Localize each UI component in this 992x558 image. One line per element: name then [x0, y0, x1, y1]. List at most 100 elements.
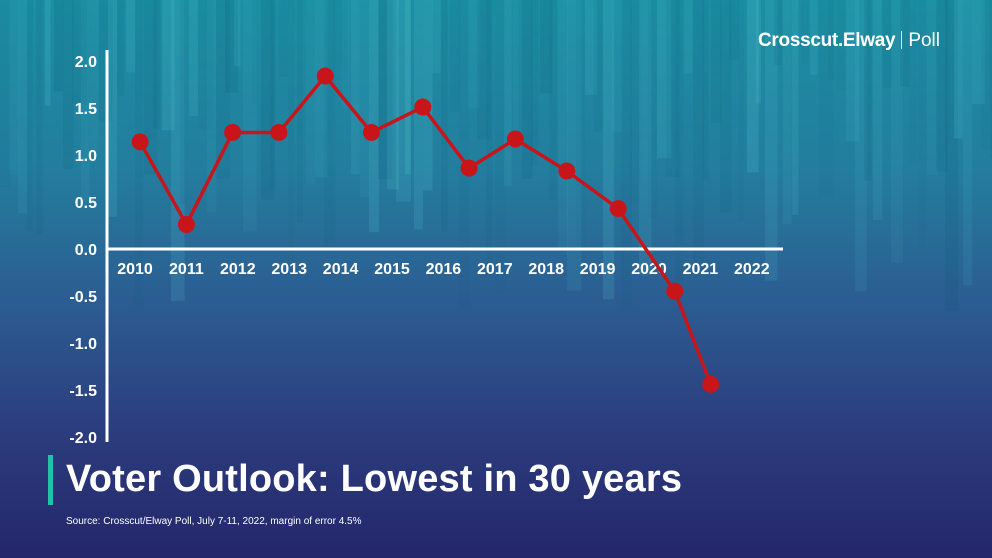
data-point [414, 98, 432, 116]
background-streak [162, 0, 175, 131]
background-streak [405, 0, 411, 175]
background-streak [603, 0, 615, 300]
background-streak [288, 0, 295, 266]
x-tick-label: 2021 [683, 261, 719, 278]
background-streak [612, 0, 623, 132]
brand-suffix: Poll [908, 30, 940, 51]
background-streak [27, 0, 33, 231]
background-streak [450, 0, 461, 113]
background-streak [531, 0, 539, 166]
background-streak [225, 0, 238, 93]
y-tick-label: -1.0 [69, 336, 97, 353]
background-streak [783, 0, 792, 224]
background-streak [927, 0, 938, 176]
brand-divider [901, 31, 903, 49]
background-streak [9, 0, 20, 176]
background-streak [648, 0, 657, 219]
background-streak [918, 0, 927, 249]
background-streak [810, 0, 818, 75]
data-point [666, 282, 684, 300]
data-point [460, 159, 478, 177]
background-streak [387, 0, 400, 190]
background-streak [90, 0, 99, 152]
y-tick-label: 0.0 [75, 242, 97, 259]
background-streak [441, 0, 448, 232]
background-streak [45, 0, 51, 106]
x-tick-label: 2014 [323, 261, 359, 278]
background-streak [828, 0, 835, 82]
data-point [362, 123, 380, 141]
background-streak [963, 0, 973, 286]
y-tick-labels: 2.0 1.5 1.0 0.5 0.0 -0.5 -1.0 -1.5 -2.0 [69, 54, 97, 447]
background-streak [981, 0, 992, 150]
background-streak [72, 0, 87, 105]
title-accent-bar [48, 455, 53, 505]
x-tick-label: 2016 [426, 261, 462, 278]
chart-title: Voter Outlook: Lowest in 30 years [66, 458, 683, 500]
background-streak [234, 0, 241, 67]
background-streak [513, 0, 519, 146]
background-streak [774, 0, 783, 66]
brand-name: Crosscut.Elway [758, 30, 896, 51]
background-streak [693, 0, 705, 272]
x-tick-label: 2013 [271, 261, 307, 278]
x-tick-label: 2015 [374, 261, 410, 278]
background-streak [504, 0, 512, 187]
data-point [270, 123, 288, 141]
background-streak [144, 0, 158, 175]
background-streak [729, 0, 739, 61]
background-streak [900, 0, 910, 87]
background-streak [549, 0, 557, 200]
background-streak [252, 0, 258, 104]
background-streak [81, 0, 90, 203]
background-streak [261, 0, 275, 200]
background-streak [135, 0, 144, 309]
brand-logo: Crosscut.Elway Poll [758, 30, 940, 52]
background-streak [468, 0, 480, 108]
data-point [558, 162, 576, 180]
background-streak [756, 0, 762, 104]
background-streak [54, 0, 64, 92]
background-streak [279, 0, 288, 77]
background-streak [945, 0, 958, 312]
data-point [224, 123, 242, 141]
data-point [131, 133, 149, 151]
x-tick-label: 2019 [580, 261, 616, 278]
background-streak [666, 0, 680, 177]
background-streak [495, 0, 506, 293]
y-tick-label: -0.5 [69, 289, 97, 306]
background-streak [720, 0, 732, 213]
data-point [702, 375, 720, 393]
background-streak [126, 0, 136, 73]
data-point [506, 130, 524, 148]
background-streak [558, 0, 568, 251]
x-tick-label: 2010 [117, 261, 153, 278]
background-streak [522, 0, 533, 179]
background-streak [459, 0, 470, 310]
background-streak [747, 0, 759, 173]
source-note: Source: Crosscut/Elway Poll, July 7-11, … [66, 516, 362, 527]
background-streak [324, 0, 336, 247]
background-streak [738, 0, 744, 222]
x-tick-labels: 2010 2011 2012 2013 2014 2015 2016 2017 2018 2019… [117, 261, 769, 278]
background-streak [0, 0, 11, 188]
series-voter-outlook [131, 67, 720, 393]
background-streak [477, 0, 492, 140]
background-streak [423, 0, 433, 191]
background-streak [765, 0, 778, 281]
background-streak [351, 0, 360, 175]
data-point [609, 200, 627, 218]
x-tick-label: 2017 [477, 261, 513, 278]
x-tick-label: 2022 [734, 261, 770, 278]
y-tick-label: -2.0 [69, 430, 97, 447]
y-tick-label: 0.5 [75, 195, 97, 212]
background-streak [243, 0, 257, 232]
background-streak [567, 0, 582, 291]
background-streak [882, 0, 892, 88]
background-streak [954, 0, 963, 139]
data-point [177, 216, 195, 234]
data-point [316, 67, 334, 85]
background-streak [936, 0, 949, 172]
background-streak [360, 0, 370, 198]
